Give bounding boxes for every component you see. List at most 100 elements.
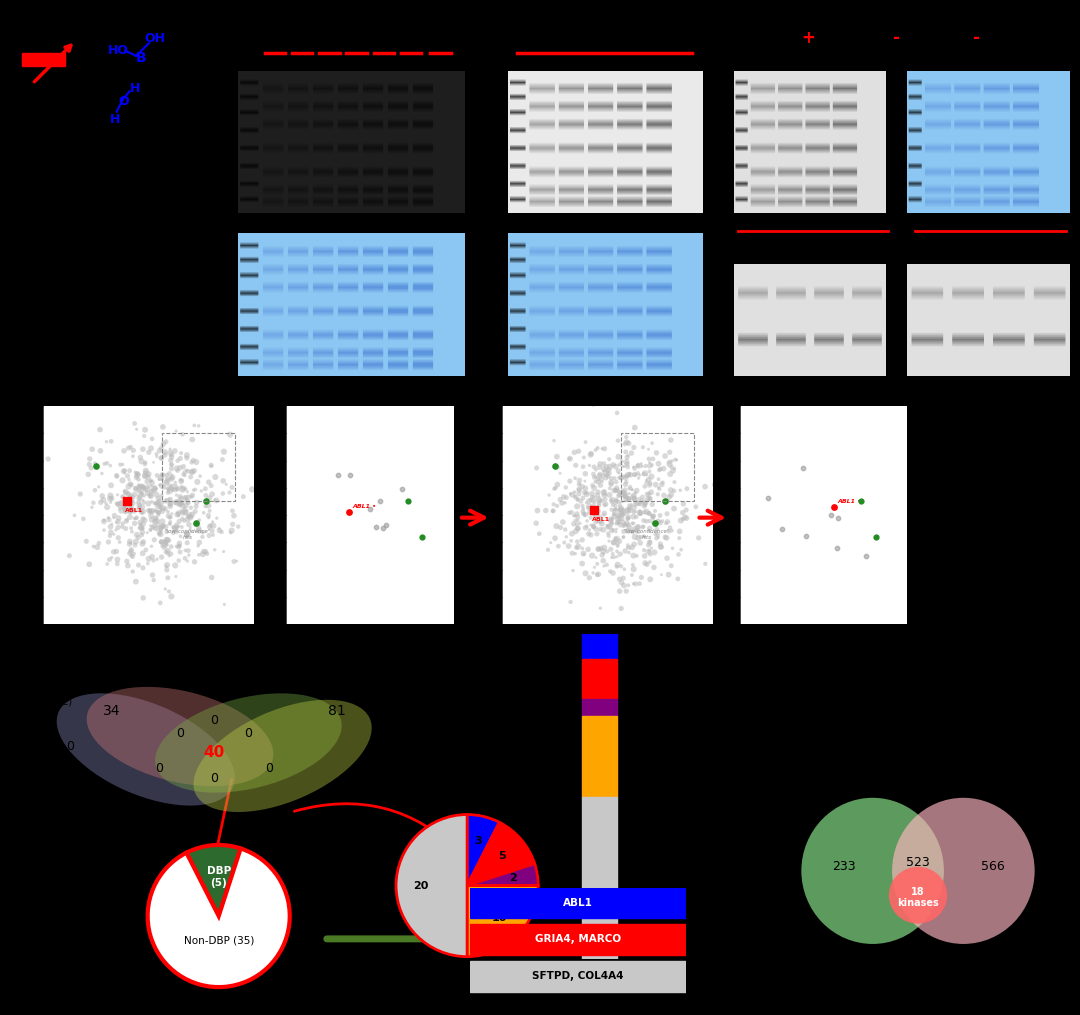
Point xyxy=(130,494,147,511)
Point xyxy=(828,540,846,556)
Point xyxy=(122,489,139,505)
Point xyxy=(617,470,634,486)
Point xyxy=(230,519,247,535)
Point xyxy=(171,537,188,553)
Point xyxy=(645,515,662,531)
Point xyxy=(619,467,636,483)
Point xyxy=(176,500,193,517)
Point xyxy=(216,597,233,613)
Point xyxy=(176,467,193,483)
Point xyxy=(573,478,591,494)
Point xyxy=(621,500,638,517)
Point xyxy=(625,536,643,552)
Point xyxy=(569,491,586,508)
Point xyxy=(582,491,599,508)
Point xyxy=(612,558,630,574)
Point xyxy=(566,445,583,461)
Point xyxy=(611,457,629,473)
Point xyxy=(609,556,626,572)
Point xyxy=(582,447,599,463)
Point xyxy=(620,490,637,506)
Point xyxy=(631,505,648,522)
Point xyxy=(612,574,630,591)
Point xyxy=(160,584,177,600)
Point xyxy=(632,504,649,521)
Point xyxy=(120,502,137,519)
Point xyxy=(143,478,160,494)
Point xyxy=(180,547,198,563)
Point xyxy=(124,493,141,510)
Point xyxy=(625,439,643,456)
Point xyxy=(557,489,575,505)
Point xyxy=(152,500,170,517)
Point xyxy=(629,494,646,511)
Point xyxy=(625,487,643,503)
Point xyxy=(539,542,556,558)
Point xyxy=(599,468,617,484)
Point xyxy=(213,524,230,540)
Point xyxy=(83,499,100,516)
Point xyxy=(151,526,168,542)
Point xyxy=(139,478,157,494)
Point xyxy=(625,547,643,563)
Point xyxy=(149,504,166,521)
Point xyxy=(603,492,620,509)
Point xyxy=(867,529,885,545)
Point xyxy=(151,526,168,542)
Point xyxy=(665,500,683,517)
Point xyxy=(132,520,149,536)
Point xyxy=(202,518,219,534)
Point xyxy=(620,517,637,533)
Point xyxy=(609,515,626,531)
Point xyxy=(613,505,631,522)
Point xyxy=(690,530,707,546)
Point xyxy=(589,526,606,542)
Point xyxy=(585,459,603,475)
Point xyxy=(651,515,669,531)
Point xyxy=(131,515,148,531)
Point xyxy=(794,460,811,476)
Point xyxy=(161,466,178,482)
Point xyxy=(582,527,599,543)
Point xyxy=(568,517,585,533)
Point xyxy=(172,494,189,511)
Point xyxy=(147,495,164,512)
Point xyxy=(662,482,679,498)
Point xyxy=(582,517,599,533)
Point xyxy=(162,491,179,508)
Point xyxy=(602,459,619,475)
Point xyxy=(143,538,160,554)
Point xyxy=(487,576,504,592)
Point xyxy=(589,566,606,583)
Point xyxy=(126,516,144,532)
Point xyxy=(573,497,591,514)
Point xyxy=(96,456,113,472)
Point xyxy=(134,485,151,501)
Point xyxy=(631,490,648,506)
Point xyxy=(116,465,133,481)
Point xyxy=(623,516,640,532)
Point xyxy=(118,513,135,529)
Point xyxy=(157,544,174,560)
Point xyxy=(608,558,625,574)
Point xyxy=(81,556,98,572)
Point xyxy=(180,508,198,524)
Point xyxy=(573,532,591,548)
Point xyxy=(129,468,146,484)
Point xyxy=(759,490,777,506)
Point xyxy=(615,459,632,475)
Point xyxy=(107,522,124,538)
Point xyxy=(144,520,161,536)
Point xyxy=(131,479,148,495)
Point xyxy=(151,492,168,509)
Point xyxy=(650,462,667,478)
Point xyxy=(640,477,658,493)
Point xyxy=(162,510,179,526)
Point xyxy=(167,493,185,510)
Point xyxy=(174,482,191,498)
Point xyxy=(120,494,137,511)
Point xyxy=(670,546,687,562)
Point xyxy=(661,456,678,472)
Point xyxy=(651,461,669,477)
Point xyxy=(585,501,603,518)
